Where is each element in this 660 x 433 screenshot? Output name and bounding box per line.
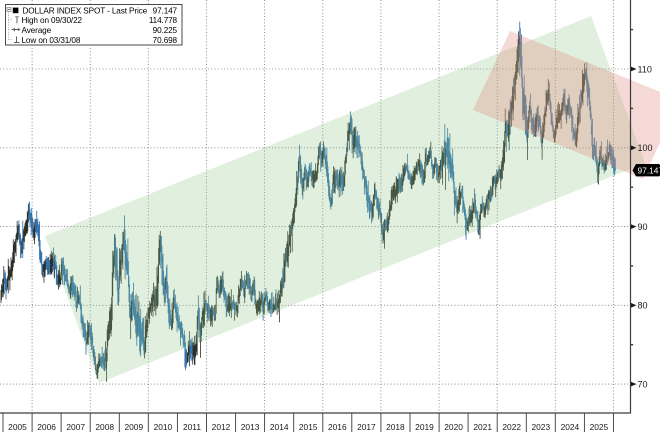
- svg-text:2010: 2010: [154, 422, 173, 432]
- svg-text:2017: 2017: [357, 422, 376, 432]
- svg-text:2015: 2015: [299, 422, 318, 432]
- svg-text:2022: 2022: [502, 422, 521, 432]
- svg-text:70.698: 70.698: [153, 36, 178, 45]
- svg-text:2024: 2024: [561, 422, 580, 432]
- svg-text:70: 70: [638, 380, 648, 390]
- svg-text:90: 90: [638, 222, 648, 232]
- svg-text:100: 100: [638, 143, 653, 153]
- svg-text:2020: 2020: [444, 422, 463, 432]
- svg-text:97.147: 97.147: [153, 6, 178, 15]
- svg-text:2016: 2016: [328, 422, 347, 432]
- svg-text:2007: 2007: [66, 422, 85, 432]
- svg-text:2009: 2009: [124, 422, 143, 432]
- svg-text:110: 110: [638, 64, 652, 74]
- svg-text:2013: 2013: [241, 422, 260, 432]
- svg-text:2019: 2019: [415, 422, 434, 432]
- svg-text:2014: 2014: [270, 422, 289, 432]
- svg-text:2023: 2023: [531, 422, 550, 432]
- svg-text:2012: 2012: [212, 422, 231, 432]
- svg-text:Average: Average: [22, 26, 52, 35]
- svg-text:DOLLAR INDEX SPOT - Last Price: DOLLAR INDEX SPOT - Last Price: [23, 6, 148, 15]
- svg-text:90.225: 90.225: [153, 26, 178, 35]
- svg-text:2025: 2025: [590, 422, 609, 432]
- svg-text:114.778: 114.778: [149, 16, 178, 25]
- svg-text:2011: 2011: [183, 422, 201, 432]
- svg-text:2005: 2005: [8, 422, 27, 432]
- svg-text:2008: 2008: [95, 422, 114, 432]
- svg-text:80: 80: [638, 301, 648, 311]
- svg-text:Low on 03/31/08: Low on 03/31/08: [22, 36, 81, 45]
- svg-text:2021: 2021: [473, 422, 492, 432]
- svg-text:2006: 2006: [37, 422, 56, 432]
- svg-text:High on 09/30/22: High on 09/30/22: [22, 16, 83, 25]
- svg-text:97.147: 97.147: [638, 165, 660, 175]
- svg-text:2018: 2018: [386, 422, 405, 432]
